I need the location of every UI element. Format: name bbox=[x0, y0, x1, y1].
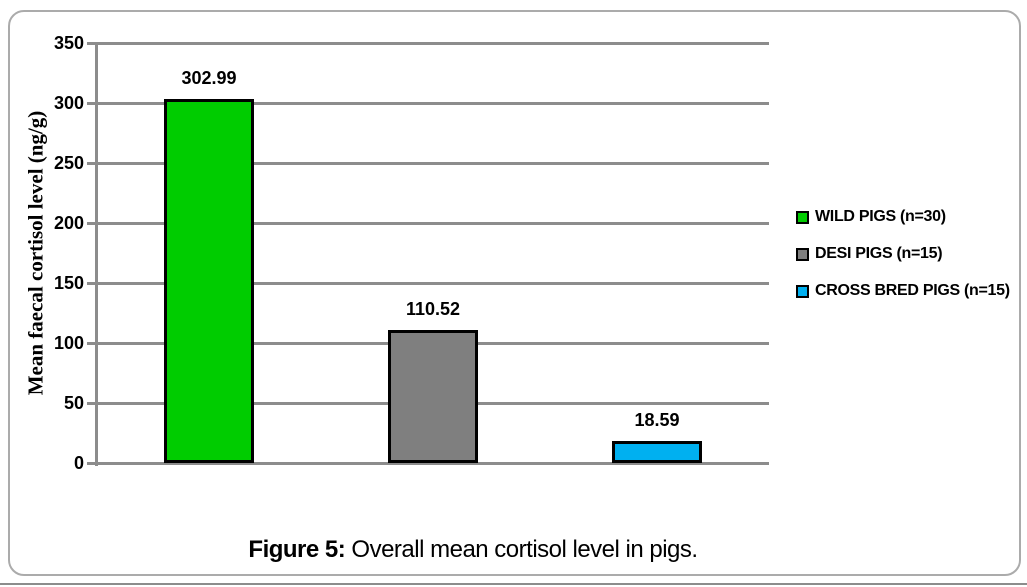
gridline-250 bbox=[97, 161, 769, 165]
bar-value-label: 18.59 bbox=[634, 410, 680, 430]
bar-cross-bred-pigs-n-15 bbox=[612, 441, 702, 463]
y-tick-mark bbox=[87, 461, 97, 465]
legend-label: CROSS BRED PIGS (n=15) bbox=[815, 282, 1010, 299]
legend-item: CROSS BRED PIGS (n=15) bbox=[796, 282, 1010, 299]
legend-label: DESI PIGS (n=15) bbox=[815, 245, 943, 262]
gridline-200 bbox=[97, 221, 769, 225]
legend-item: WILD PIGS (n=30) bbox=[796, 208, 1010, 225]
gridline-300 bbox=[97, 101, 769, 105]
y-tick-label: 0 bbox=[73, 453, 84, 473]
gridline-350 bbox=[97, 41, 769, 45]
figure-caption: Figure 5: Overall mean cortisol level in… bbox=[0, 536, 946, 564]
y-tick-mark bbox=[87, 221, 97, 225]
y-tick-label: 250 bbox=[53, 153, 84, 173]
bar-wild-pigs-n-30 bbox=[164, 99, 254, 463]
y-tick-mark bbox=[87, 281, 97, 285]
y-axis-line bbox=[95, 43, 98, 466]
legend-label: WILD PIGS (n=30) bbox=[815, 208, 946, 225]
y-tick-mark bbox=[87, 161, 97, 165]
y-tick-mark bbox=[87, 41, 97, 45]
legend-swatch-icon bbox=[796, 247, 809, 261]
y-tick-label: 50 bbox=[63, 393, 84, 413]
y-tick-mark bbox=[87, 341, 97, 345]
y-tick-label: 350 bbox=[53, 33, 84, 53]
legend-swatch-icon bbox=[796, 210, 809, 224]
bar-value-label: 110.52 bbox=[405, 299, 461, 319]
y-tick-label: 200 bbox=[53, 213, 84, 233]
legend-swatch-icon bbox=[796, 284, 809, 298]
y-tick-label: 300 bbox=[53, 93, 84, 113]
y-tick-label: 100 bbox=[53, 333, 84, 353]
bottom-divider bbox=[0, 583, 1027, 585]
bar-value-label: 302.99 bbox=[181, 68, 237, 88]
legend: WILD PIGS (n=30) DESI PIGS (n=15) CROSS BR… bbox=[796, 208, 1010, 299]
gridline-150 bbox=[97, 281, 769, 285]
y-tick-label: 150 bbox=[53, 273, 84, 293]
caption-text: Overall mean cortisol level in pigs. bbox=[345, 536, 698, 563]
bar-desi-pigs-n-15 bbox=[388, 330, 478, 463]
legend-item: DESI PIGS (n=15) bbox=[796, 245, 1010, 262]
y-tick-mark bbox=[87, 401, 97, 405]
y-tick-mark bbox=[87, 101, 97, 105]
caption-label: Figure 5: bbox=[248, 536, 346, 563]
gridline-0 bbox=[97, 461, 769, 465]
y-axis-title: Mean faecal cortisol level (ng/g) bbox=[23, 110, 48, 396]
